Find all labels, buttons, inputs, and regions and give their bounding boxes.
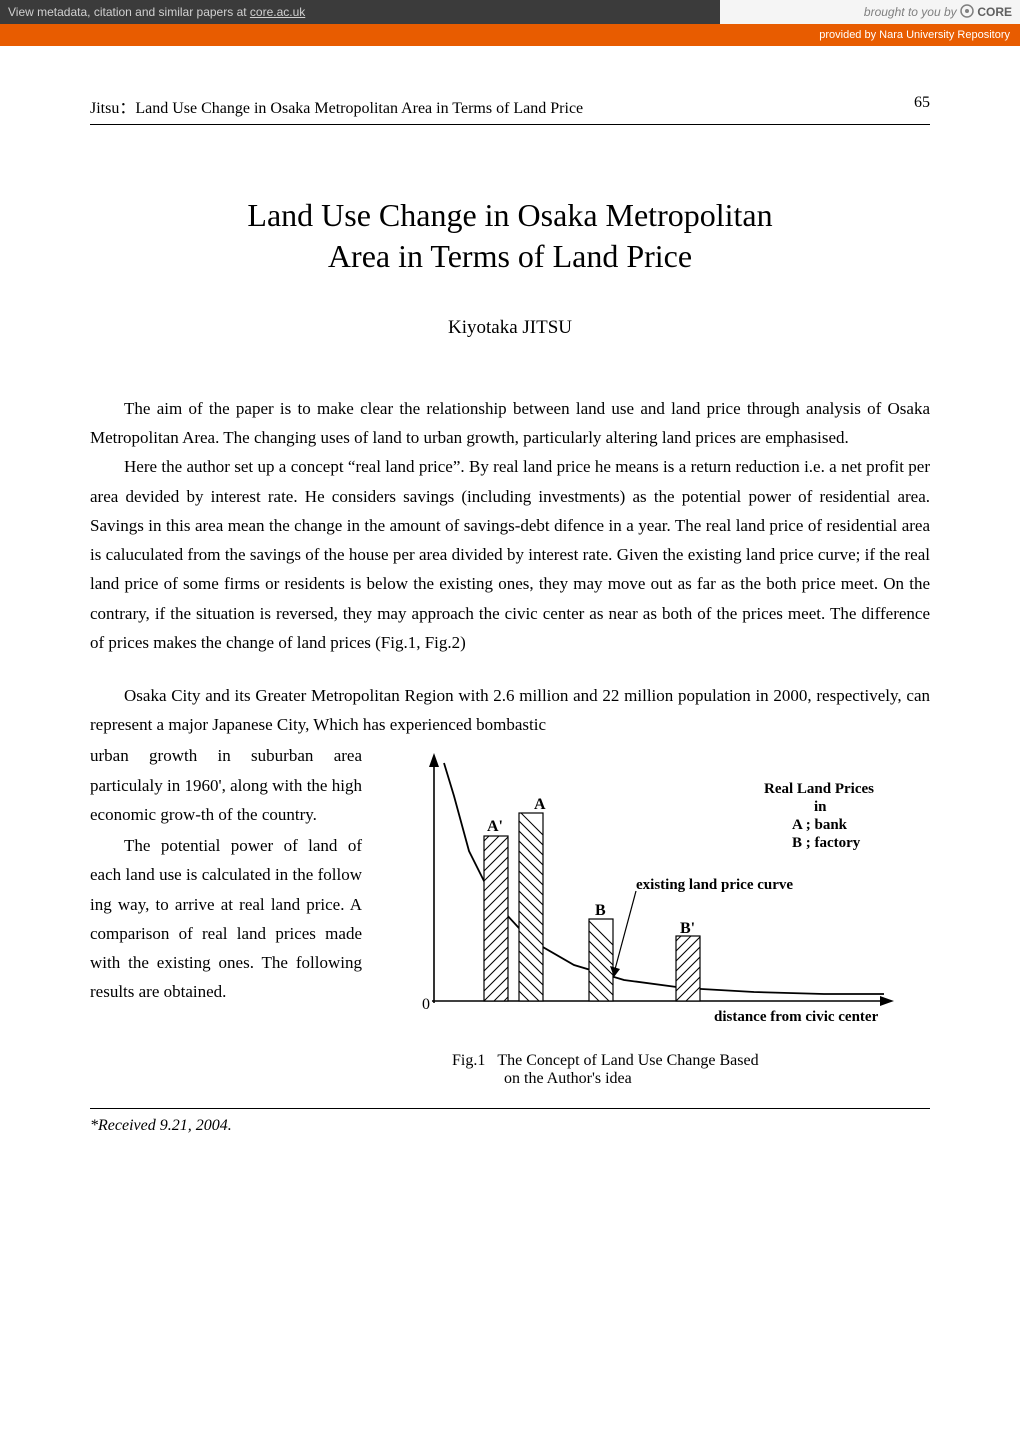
provider-source[interactable]: Nara University Repository xyxy=(879,29,1010,41)
figure-1: 0 xyxy=(384,741,930,1088)
fig1-legend-a: A ; bank xyxy=(792,817,848,833)
fig1-caption-line2: on the Author's idea xyxy=(504,1070,632,1087)
paragraph-4b: The potential power of land of each land… xyxy=(90,831,362,1006)
core-link[interactable]: core.ac.uk xyxy=(250,5,305,19)
paragraph-3: Osaka City and its Greater Metropolitan … xyxy=(90,681,930,739)
paragraph-4a: urban growth in suburban area particulal… xyxy=(90,741,362,829)
fig1-legend-b: B ; factory xyxy=(792,835,861,851)
core-banner-right: brought to you by CORE xyxy=(720,0,1020,24)
running-head: Jitsu：Land Use Change in Osaka Metropoli… xyxy=(90,94,930,125)
provider-prefix: provided by xyxy=(819,29,879,41)
footnote: *Received 9.21, 2004. xyxy=(90,1117,930,1135)
fig1-bar-a xyxy=(509,801,549,1031)
running-head-pagenum: 65 xyxy=(914,94,930,118)
core-brought-text: brought to you by xyxy=(864,5,960,19)
left-column-text: urban growth in suburban area particulal… xyxy=(90,741,362,1088)
fig1-bar-bprime xyxy=(666,901,706,1021)
fig1-caption-label: Fig.1 xyxy=(452,1052,485,1069)
paragraph-2: Here the author set up a concept “real l… xyxy=(90,452,930,657)
title-line1: Land Use Change in Osaka Metropolitan xyxy=(247,197,772,233)
core-banner-text: View metadata, citation and similar pape… xyxy=(8,5,250,19)
figure-1-svg: 0 xyxy=(384,741,914,1041)
fig1-origin: 0 xyxy=(422,996,430,1013)
running-head-left: Jitsu：Land Use Change in Osaka Metropoli… xyxy=(90,94,583,118)
two-column-block: urban growth in suburban area particulal… xyxy=(90,741,930,1088)
svg-text:A': A' xyxy=(487,818,503,835)
svg-text:A: A xyxy=(534,796,546,813)
fig1-caption-line1: The Concept of Land Use Change Based xyxy=(497,1052,758,1069)
core-brand: CORE xyxy=(977,5,1012,19)
fig1-xlabel: distance from civic center xyxy=(714,1009,879,1025)
figure-1-caption: Fig.1 The Concept of Land Use Change Bas… xyxy=(384,1052,930,1088)
svg-text:B': B' xyxy=(680,920,695,937)
paper-title: Land Use Change in Osaka Metropolitan Ar… xyxy=(90,195,930,277)
author: Kiyotaka JITSU xyxy=(90,317,930,339)
fig1-bar-aprime xyxy=(474,801,514,1041)
fig1-legend-in: in xyxy=(814,799,827,815)
title-line2: Area in Terms of Land Price xyxy=(328,238,692,274)
paragraph-1: The aim of the paper is to make clear th… xyxy=(90,394,930,452)
svg-text:B: B xyxy=(595,902,606,919)
fig1-legend-title: Real Land Prices xyxy=(764,781,874,797)
paper-body: Jitsu：Land Use Change in Osaka Metropoli… xyxy=(0,46,1020,1175)
core-banner: View metadata, citation and similar pape… xyxy=(0,0,1020,24)
fig1-curve-label: existing land price curve xyxy=(636,877,793,893)
footnote-rule xyxy=(90,1108,930,1109)
core-banner-left: View metadata, citation and similar pape… xyxy=(0,0,720,24)
provider-bar: provided by Nara University Repository xyxy=(0,24,1020,46)
core-logo-icon xyxy=(960,4,974,18)
